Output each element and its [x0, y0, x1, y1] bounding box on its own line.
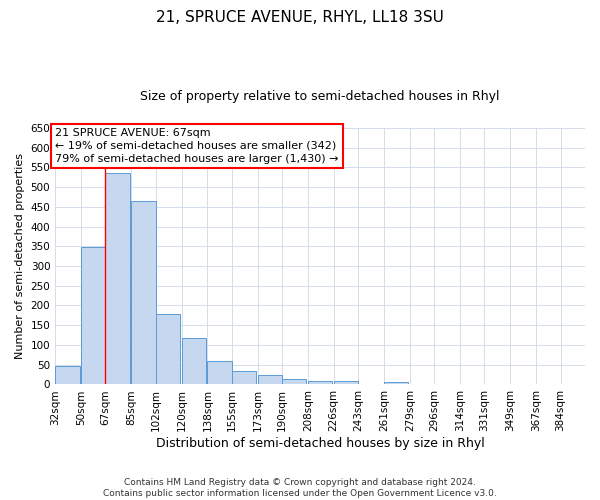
Bar: [384, 382, 409, 384]
Bar: [334, 382, 358, 384]
X-axis label: Distribution of semi-detached houses by size in Rhyl: Distribution of semi-detached houses by …: [156, 437, 484, 450]
Text: 21, SPRUCE AVENUE, RHYL, LL18 3SU: 21, SPRUCE AVENUE, RHYL, LL18 3SU: [156, 10, 444, 25]
Text: Contains HM Land Registry data © Crown copyright and database right 2024.
Contai: Contains HM Land Registry data © Crown c…: [103, 478, 497, 498]
Bar: [106, 173, 130, 384]
Bar: [81, 247, 106, 384]
Bar: [182, 338, 206, 384]
Bar: [257, 376, 282, 384]
Text: 21 SPRUCE AVENUE: 67sqm
← 19% of semi-detached houses are smaller (342)
79% of s: 21 SPRUCE AVENUE: 67sqm ← 19% of semi-de…: [55, 128, 338, 164]
Bar: [155, 314, 180, 384]
Bar: [308, 380, 332, 384]
Title: Size of property relative to semi-detached houses in Rhyl: Size of property relative to semi-detach…: [140, 90, 500, 103]
Y-axis label: Number of semi-detached properties: Number of semi-detached properties: [15, 153, 25, 359]
Bar: [131, 201, 155, 384]
Bar: [282, 378, 307, 384]
Bar: [232, 370, 256, 384]
Bar: [55, 366, 80, 384]
Bar: [208, 361, 232, 384]
